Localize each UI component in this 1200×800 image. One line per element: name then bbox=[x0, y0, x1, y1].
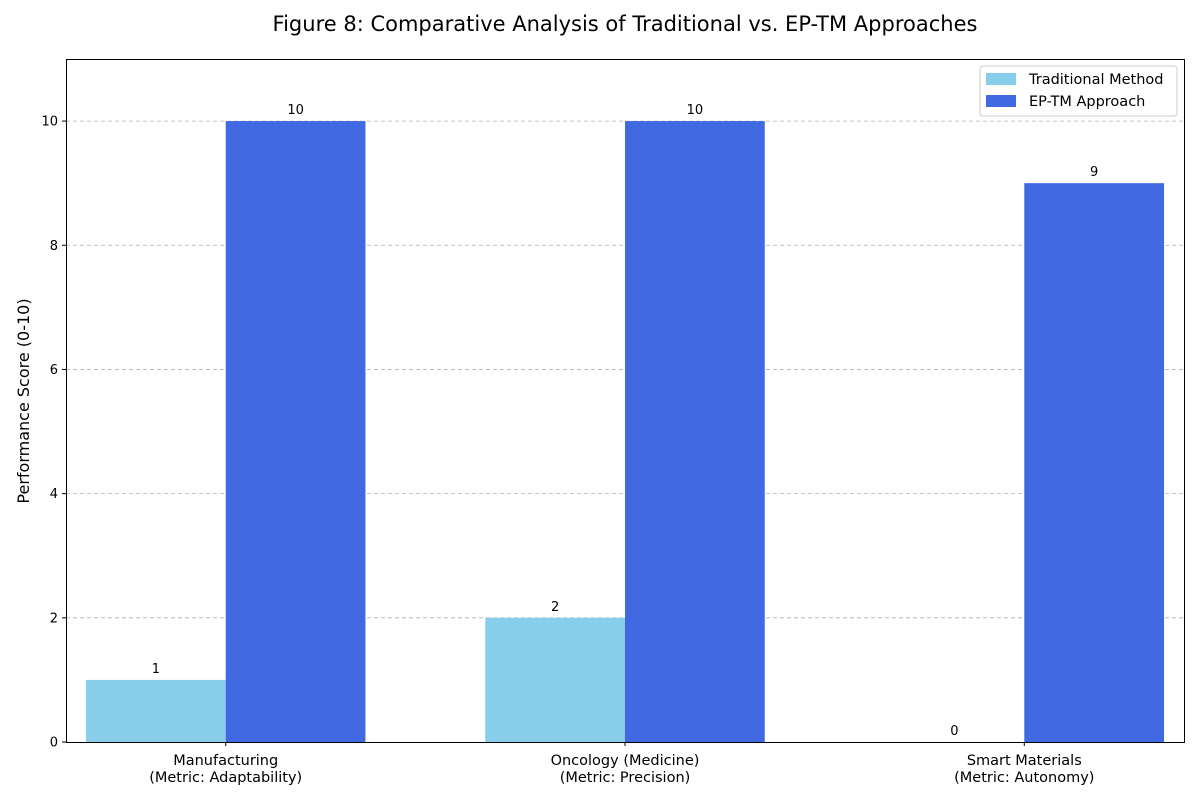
y-tick-label: 2 bbox=[50, 611, 58, 626]
y-axis-label: Performance Score (0-10) bbox=[14, 298, 33, 503]
bar-ep-tm-0 bbox=[225, 121, 366, 742]
legend-swatch bbox=[986, 73, 1016, 85]
y-tick-label: 4 bbox=[50, 487, 58, 502]
x-tick-label: Oncology (Medicine)(Metric: Precision) bbox=[551, 753, 700, 786]
data-label: 10 bbox=[687, 103, 704, 118]
legend-box bbox=[979, 65, 1178, 117]
data-label: 0 bbox=[950, 724, 958, 739]
x-tick-label: Manufacturing(Metric: Adaptability) bbox=[149, 753, 302, 786]
x-tick-label-line: Manufacturing bbox=[173, 753, 278, 769]
x-tick-label-line: (Metric: Precision) bbox=[560, 770, 691, 786]
legend-item-ep-tm: EP-TM Approach bbox=[986, 94, 1145, 110]
chart-title: Figure 8: Comparative Analysis of Tradit… bbox=[273, 12, 978, 36]
bar-ep-tm-2 bbox=[1024, 183, 1165, 742]
data-label: 2 bbox=[551, 600, 559, 615]
data-label: 9 bbox=[1090, 165, 1098, 180]
bar-ep-tm-1 bbox=[625, 121, 765, 742]
x-tick-label-line: (Metric: Adaptability) bbox=[149, 770, 302, 786]
data-labels: 1 2 0 10 10 9 bbox=[152, 103, 1099, 739]
x-tick-label: Smart Materials(Metric: Autonomy) bbox=[954, 753, 1094, 786]
legend-swatch bbox=[986, 95, 1016, 107]
bar-traditional-1 bbox=[485, 617, 625, 742]
x-tick-label-line: Smart Materials bbox=[967, 753, 1082, 769]
legend: Traditional Method EP-TM Approach bbox=[979, 65, 1178, 117]
legend-label: Traditional Method bbox=[1028, 72, 1164, 88]
data-label: 1 bbox=[152, 662, 160, 677]
y-tick-label: 6 bbox=[50, 363, 58, 378]
bar-traditional-0 bbox=[85, 679, 226, 742]
legend-label: EP-TM Approach bbox=[1029, 94, 1145, 110]
y-axis-ticks: 0 2 4 6 8 10 bbox=[41, 115, 66, 751]
x-axis-ticks: Manufacturing(Metric: Adaptability) Oncol… bbox=[149, 742, 1094, 786]
bars bbox=[85, 121, 1165, 742]
legend-item-traditional: Traditional Method bbox=[986, 72, 1164, 88]
y-tick-label: 10 bbox=[41, 115, 58, 130]
x-tick-label-line: (Metric: Autonomy) bbox=[954, 770, 1094, 786]
grid-lines bbox=[66, 120, 1184, 619]
y-tick-label: 8 bbox=[50, 239, 58, 254]
x-tick-label-line: Oncology (Medicine) bbox=[551, 753, 700, 769]
y-tick-label: 0 bbox=[50, 736, 58, 751]
data-label: 10 bbox=[287, 103, 304, 118]
